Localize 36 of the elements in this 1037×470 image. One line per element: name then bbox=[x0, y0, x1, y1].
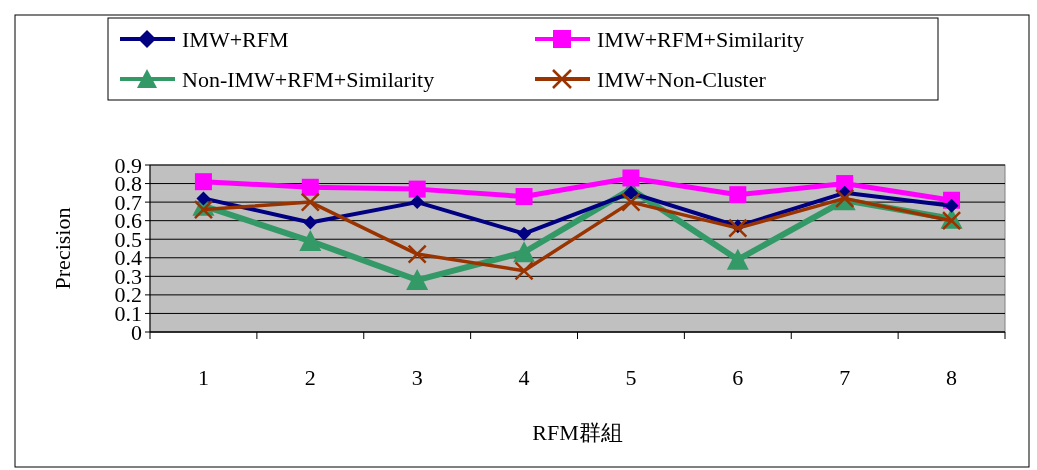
y-axis-title: Precision bbox=[50, 207, 75, 290]
point bbox=[301, 178, 319, 196]
legend-label: IMW+RFM bbox=[182, 26, 289, 52]
point bbox=[729, 186, 747, 204]
point bbox=[621, 192, 641, 212]
x-tick-label: 4 bbox=[518, 365, 530, 390]
point bbox=[407, 244, 427, 264]
point bbox=[515, 188, 533, 206]
point bbox=[300, 192, 321, 212]
point bbox=[194, 173, 212, 191]
x-tick-label: 7 bbox=[839, 365, 851, 390]
point bbox=[303, 215, 318, 230]
point bbox=[514, 261, 534, 281]
point bbox=[410, 195, 425, 210]
point bbox=[726, 248, 749, 270]
legend-label: Non-IMW+RFM+Similarity bbox=[182, 66, 435, 92]
legend-label: IMW+RFM+Similarity bbox=[597, 26, 804, 52]
point bbox=[408, 180, 426, 198]
x-axis-title: RFM群組 bbox=[532, 420, 623, 445]
point bbox=[517, 226, 532, 241]
point bbox=[944, 198, 959, 213]
point bbox=[193, 199, 214, 220]
y-tick-label: 0.9 bbox=[114, 152, 142, 178]
point bbox=[513, 241, 536, 263]
point bbox=[196, 191, 211, 206]
x-tick-label: 8 bbox=[946, 365, 958, 390]
point bbox=[299, 230, 322, 252]
point bbox=[623, 185, 638, 200]
point bbox=[622, 169, 640, 187]
x-tick-label: 6 bbox=[732, 365, 744, 390]
point bbox=[406, 269, 429, 291]
x-tick-label: 5 bbox=[625, 365, 637, 390]
legend-label: IMW+Non-Cluster bbox=[597, 66, 767, 92]
x-tick-label: 1 bbox=[197, 365, 209, 390]
x-tick-label: 2 bbox=[304, 365, 316, 390]
x-tick-label: 3 bbox=[411, 365, 423, 390]
